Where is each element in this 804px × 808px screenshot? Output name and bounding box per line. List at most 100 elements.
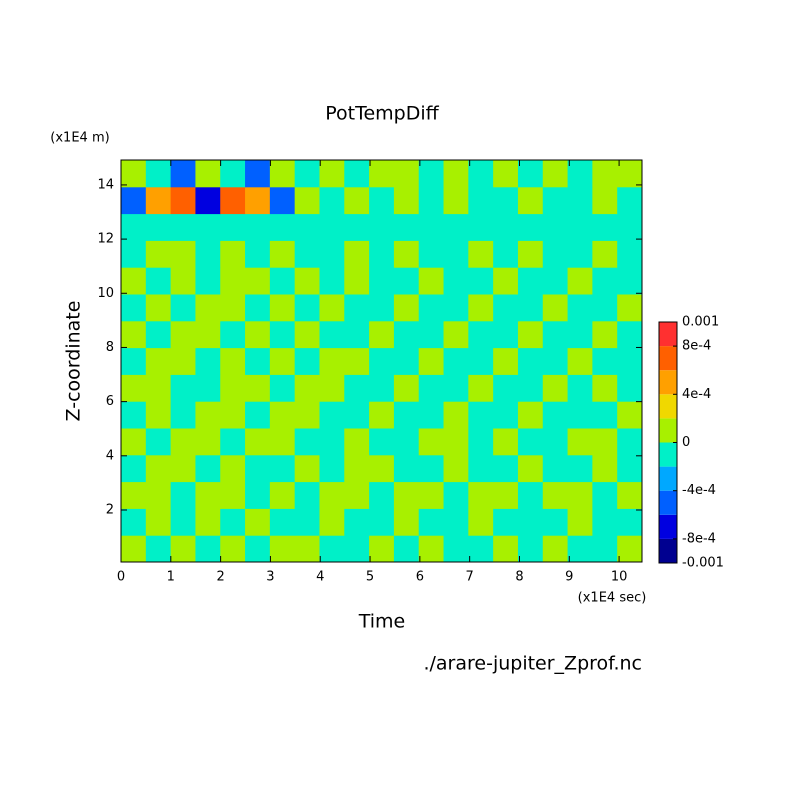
contour-cell: [170, 374, 196, 402]
contour-cell: [195, 347, 221, 375]
contour-cell: [617, 454, 643, 483]
contour-cell: [220, 240, 246, 268]
contour-cell: [294, 481, 320, 509]
contour-cell: [517, 454, 544, 483]
contour-cell: [493, 240, 519, 268]
contour-cell: [542, 320, 569, 349]
contour-cell: [294, 160, 320, 188]
contour-cell: [220, 401, 246, 429]
contour-cell: [493, 401, 519, 429]
contour-cell: [517, 294, 544, 322]
contour-cell: [145, 401, 172, 429]
contour-cell: [567, 508, 593, 536]
contour-cell: [121, 428, 147, 456]
contour-cell: [170, 454, 196, 483]
contour-cell: [468, 508, 494, 536]
contour-cell: [443, 508, 469, 536]
contour-cell: [567, 347, 593, 375]
colorbar-swatch: [659, 514, 677, 539]
contour-cell: [468, 186, 494, 215]
contour-cell: [195, 454, 221, 483]
contour-cell: [344, 374, 370, 402]
x-tick-label: 5: [366, 570, 374, 585]
contour-cell: [443, 160, 469, 188]
contour-cell: [493, 347, 519, 375]
contour-cell: [269, 401, 296, 429]
contour-cell: [517, 428, 544, 456]
contour-cell: [617, 160, 643, 188]
contour-cell: [245, 374, 271, 402]
contour-cell: [567, 401, 593, 429]
contour-cell: [443, 374, 469, 402]
contour-cell: [344, 454, 370, 483]
x-tick-label: 8: [515, 570, 523, 585]
contour-cell: [294, 374, 320, 402]
contour-cell: [592, 347, 618, 375]
contour-cell: [344, 240, 370, 268]
contour-cell: [220, 294, 246, 322]
colorbar-swatch: [659, 442, 677, 467]
contour-cell: [145, 374, 172, 402]
contour-cell: [393, 508, 420, 536]
contour-cell: [369, 267, 395, 295]
contour-cell: [393, 401, 420, 429]
contour-cell: [245, 454, 271, 483]
contour-cell: [493, 428, 519, 456]
contour-cell: [121, 508, 147, 536]
contour-cell: [517, 240, 544, 268]
contour-cell: [319, 428, 345, 456]
contour-cell: [269, 508, 296, 536]
contour-cell: [493, 320, 519, 349]
contour-cell: [170, 401, 196, 429]
colorbar-label: -4e-4: [682, 483, 716, 498]
contour-cell: [542, 160, 569, 188]
chart-title: PotTempDiff: [325, 103, 439, 125]
contour-cell: [344, 320, 370, 349]
contour-cell: [517, 186, 544, 215]
contour-cell: [542, 374, 569, 402]
contour-cell: [319, 240, 345, 268]
contour-cell: [468, 481, 494, 509]
y-tick-label: 4: [106, 448, 114, 463]
contour-cell: [170, 267, 196, 295]
contour-cell: [592, 481, 618, 509]
contour-cell: [418, 401, 445, 429]
contour-cell: [245, 535, 271, 563]
contour-cell: [418, 186, 445, 215]
contour-cell: [468, 240, 494, 268]
contour-cell: [443, 481, 469, 509]
contour-cell: [319, 535, 345, 563]
contour-cell: [269, 535, 296, 563]
contour-cell: [319, 213, 345, 241]
contour-cell: [121, 347, 147, 375]
contour-cell: [567, 454, 593, 483]
contour-cell: [592, 508, 618, 536]
contour-cell: [269, 481, 296, 509]
contour-cell: [418, 428, 445, 456]
contour-cell: [319, 267, 345, 295]
contour-cell: [542, 267, 569, 295]
x-tick-label: 9: [565, 570, 573, 585]
contour-cell: [294, 347, 320, 375]
contour-cell: [493, 535, 519, 563]
contour-cell: [592, 454, 618, 483]
contour-cell: [592, 294, 618, 322]
contour-cell: [542, 481, 569, 509]
contour-cell: [121, 240, 147, 268]
contour-cell: [245, 320, 271, 349]
contour-cell: [443, 320, 469, 349]
contour-cell: [418, 294, 445, 322]
contour-cell: [269, 294, 296, 322]
contour-cell: [121, 213, 147, 241]
contour-cell: [617, 294, 643, 322]
contour-cell: [294, 186, 320, 215]
contour-cell: [443, 401, 469, 429]
contour-cell: [592, 535, 618, 563]
contour-cell: [393, 186, 420, 215]
contour-cell: [121, 267, 147, 295]
contour-cell: [517, 347, 544, 375]
x-tick-label: 1: [167, 570, 175, 585]
contour-cell: [344, 213, 370, 241]
contour-cell: [369, 347, 395, 375]
contour-cell: [220, 454, 246, 483]
